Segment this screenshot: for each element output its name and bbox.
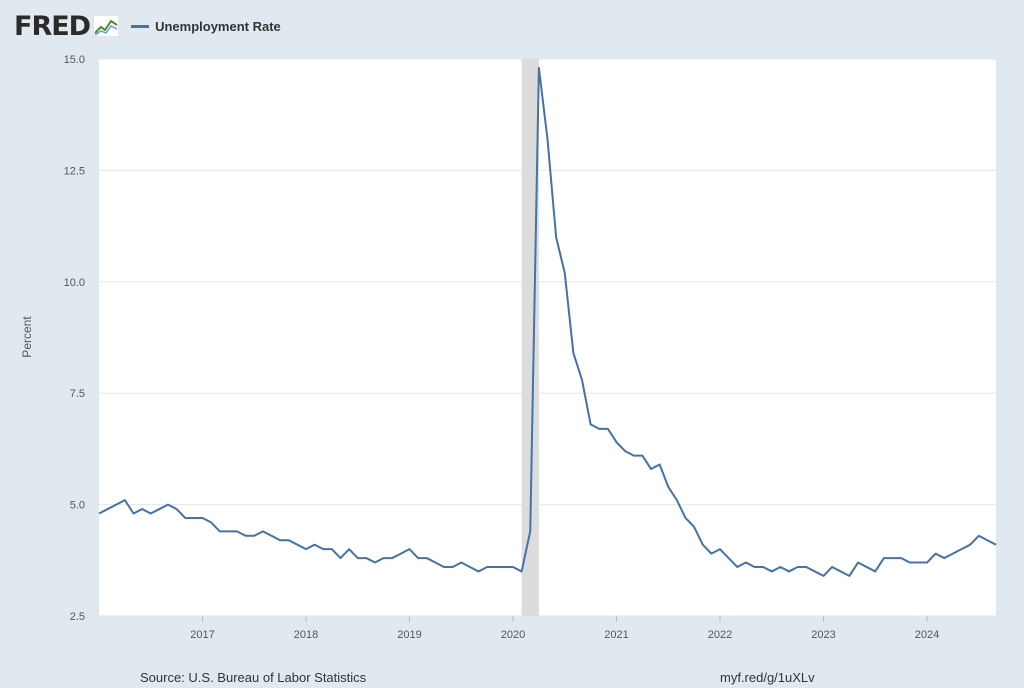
legend-swatch	[131, 24, 150, 28]
y-tick-labels: 2.5 5.0 7.5 10.0 12.5 15.0	[64, 54, 85, 623]
y-tick-label: 7.5	[70, 388, 85, 400]
series-line-unemployment-rate	[98, 66, 997, 577]
gridlines	[99, 58, 996, 617]
recession-shading	[521, 59, 539, 616]
x-tick-label: 2021	[604, 629, 628, 641]
short-url: myf.red/g/1uXLv	[720, 670, 815, 685]
recession-band	[521, 59, 539, 616]
x-tick-label: 2024	[915, 629, 939, 641]
x-tick-label: 2017	[190, 629, 214, 641]
fred-logo: FRED	[14, 10, 91, 42]
x-tick-label: 2018	[294, 629, 318, 641]
chart-header: FRED Unemployment Rate	[14, 8, 281, 44]
y-tick-label: 10.0	[64, 277, 85, 289]
x-tick-label: 2019	[397, 629, 421, 641]
plot-area	[99, 59, 996, 616]
x-tick-labels: 2017 2018 2019 2020 2021 2022 2023 2024	[190, 616, 939, 641]
y-tick-label: 2.5	[70, 611, 85, 623]
x-tick-label: 2023	[811, 629, 835, 641]
y-tick-label: 12.5	[64, 165, 85, 177]
chart-legend: Unemployment Rate	[131, 19, 281, 34]
source-note: Source: U.S. Bureau of Labor Statistics	[140, 670, 367, 685]
x-tick-label: 2022	[708, 629, 732, 641]
x-tick-label: 2020	[501, 629, 525, 641]
legend-label: Unemployment Rate	[155, 18, 281, 34]
series-layer	[98, 66, 997, 577]
y-tick-label: 15.0	[64, 54, 85, 66]
y-tick-label: 5.0	[70, 500, 85, 512]
fred-logo-graph-icon	[93, 15, 120, 37]
